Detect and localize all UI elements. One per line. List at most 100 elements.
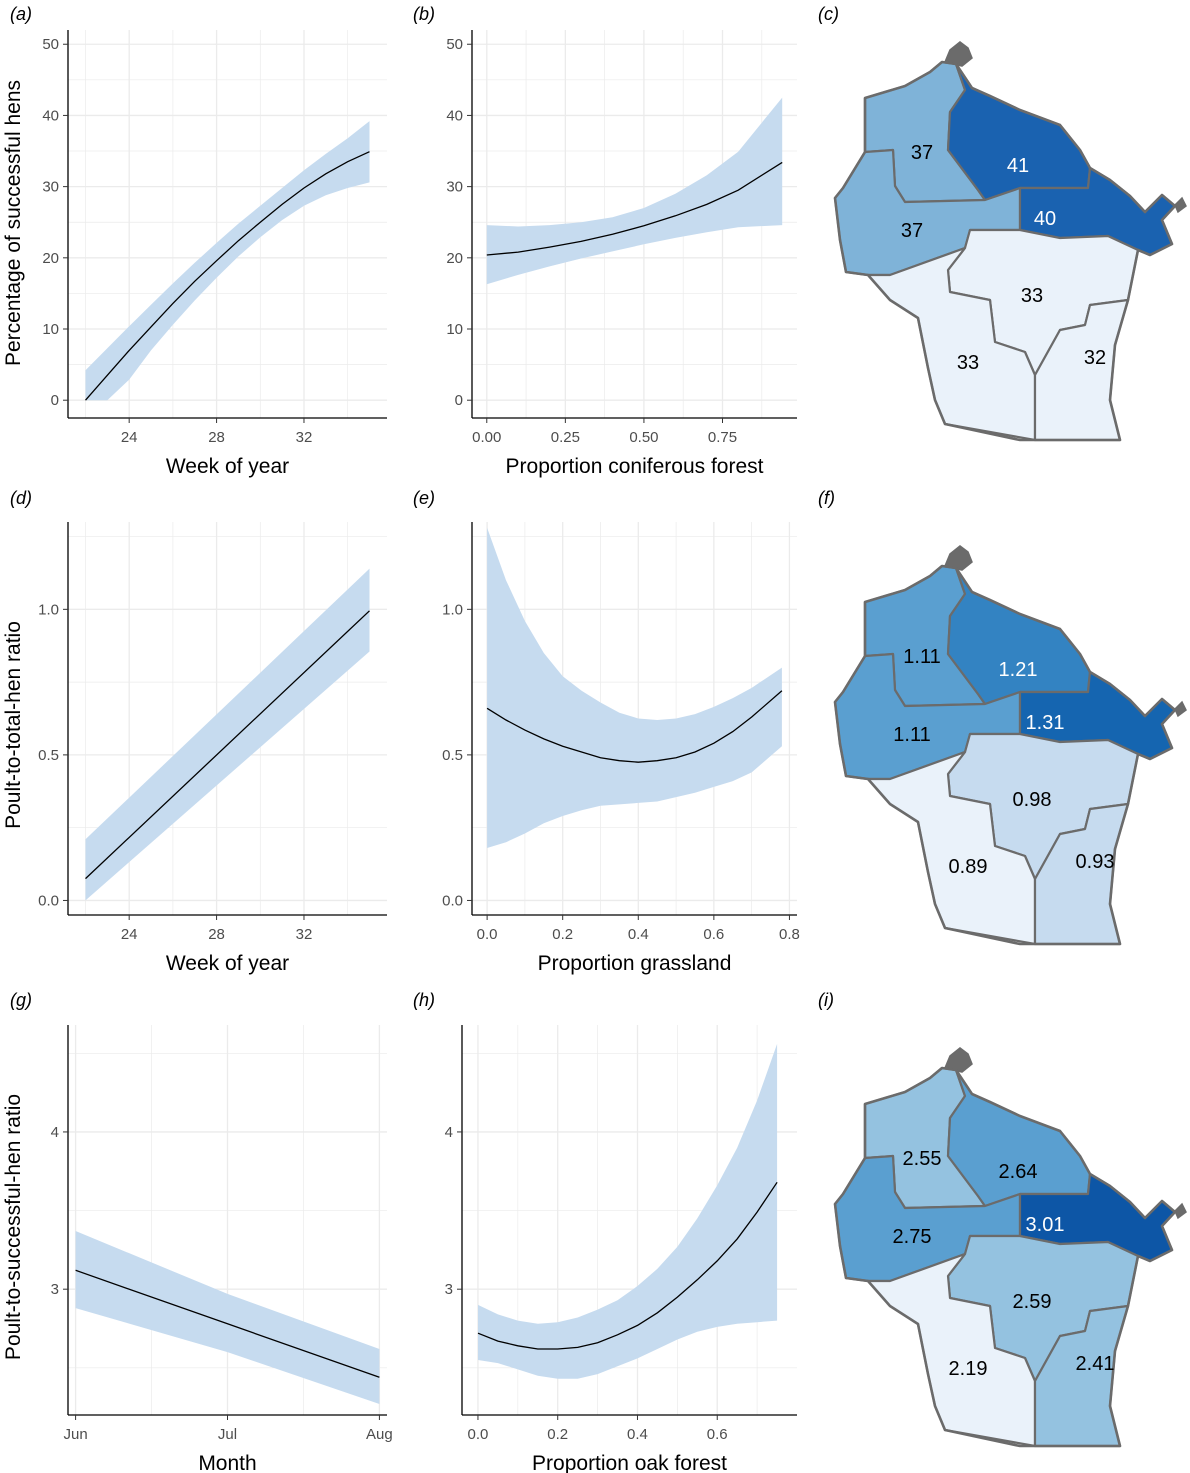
panel-b: (b) 0.00 0.25 0.50 0.75 0 10 20 30 40 50 Proportion… (413, 4, 797, 478)
y-tick-label: 30 (446, 179, 463, 196)
confidence-ribbon (478, 1043, 778, 1379)
map-value-label-northeast: 3.01 (1026, 1214, 1065, 1236)
fitted-line (486, 690, 783, 763)
x-tick-label: Aug (366, 1426, 393, 1443)
map-panel-c: (c) 37 41 37 40 33 33 32 (818, 4, 1187, 442)
y-tick-label: 10 (42, 321, 59, 338)
x-tick-label: 0.4 (627, 1426, 648, 1443)
fitted-line (75, 1269, 380, 1378)
map-value-label-west-central: 2.75 (893, 1226, 932, 1248)
map-value-label-north: 1.21 (999, 659, 1038, 681)
y-tick-label: 40 (42, 107, 59, 124)
y-tick-label: 0 (51, 392, 59, 409)
map-islands (943, 545, 1187, 718)
x-tick-label: 0.4 (628, 926, 649, 943)
fitted-line (477, 1181, 778, 1350)
y-tick-label: 20 (42, 250, 59, 267)
confidence-ribbon (75, 1231, 380, 1404)
x-axis-title: Proportion grassland (538, 952, 732, 975)
map-value-label-northwest: 37 (911, 142, 933, 164)
map-value-label-central: 0.98 (1013, 789, 1052, 811)
x-axis-title: Week of year (166, 455, 289, 478)
y-axis-title-row1: Percentage of successful hens (2, 80, 25, 366)
x-axis-title: Proportion coniferous forest (506, 455, 764, 478)
x-tick-label: 0.25 (551, 429, 580, 446)
y-tick-label: 50 (42, 36, 59, 53)
map-value-label-central: 33 (1021, 285, 1043, 307)
map-value-label-central: 2.59 (1013, 1291, 1052, 1313)
panel-label-g: (g) (10, 990, 32, 1010)
x-tick-label: 32 (296, 429, 313, 446)
x-axis-title: Proportion oak forest (532, 1452, 727, 1473)
map-value-label-southeast: 32 (1084, 347, 1106, 369)
map-state-outline (833, 1066, 1177, 1448)
x-tick-label: 0.0 (477, 926, 498, 943)
map-islands (943, 41, 1187, 214)
panel-e: (e) 0.0 0.2 0.4 0.6 0.8 0.0 0.5 1.0 Proportion gr… (413, 488, 800, 975)
y-tick-label: 0.0 (442, 892, 463, 909)
map-value-label-northwest: 2.55 (903, 1148, 942, 1170)
fitted-line (85, 151, 370, 401)
y-tick-label: 1.0 (38, 601, 59, 618)
map-state-outline (833, 60, 1177, 442)
x-tick-label: 32 (296, 926, 313, 943)
map-value-label-north: 41 (1007, 155, 1029, 177)
y-tick-label: 40 (446, 107, 463, 124)
map-value-label-northeast: 1.31 (1026, 712, 1065, 734)
confidence-ribbon (85, 121, 370, 401)
y-tick-label: 50 (446, 36, 463, 53)
y-tick-label: 0 (455, 392, 463, 409)
map-value-label-southwest: 0.89 (949, 856, 988, 878)
fitted-line (85, 610, 370, 880)
y-axis-title-row2: Poult-to-total-hen ratio (2, 621, 25, 829)
confidence-ribbon (85, 568, 370, 901)
map-value-label-west-central: 1.11 (893, 724, 930, 746)
panel-label-b: (b) (413, 4, 435, 24)
map-islands (943, 1047, 1187, 1220)
map-value-label-north: 2.64 (999, 1161, 1038, 1183)
y-tick-label: 4 (445, 1124, 453, 1141)
x-tick-label: 0.75 (708, 429, 737, 446)
panel-label-d: (d) (10, 488, 32, 508)
confidence-ribbon (486, 97, 783, 285)
y-tick-label: 3 (445, 1281, 453, 1298)
x-tick-label: 0.50 (629, 429, 658, 446)
x-tick-label: 0.2 (552, 926, 573, 943)
panel-d: (d) 24 28 32 0.0 0.5 1.0 Week of year (10, 488, 387, 975)
x-tick-label: 0.8 (779, 926, 800, 943)
panel-label-i: (i) (818, 990, 834, 1010)
x-axis-title: Week of year (166, 952, 289, 975)
x-tick-label: 0.2 (547, 1426, 568, 1443)
x-tick-label: Jul (218, 1426, 237, 1443)
y-tick-label: 3 (51, 1281, 59, 1298)
panel-a: (a) 24 28 32 0 10 20 30 40 50 Week of year (10, 4, 387, 478)
panel-g: (g) Jun Jul Aug 3 4 Month (10, 990, 393, 1473)
map-panel-i: (i) 2.55 2.64 2.75 3.01 2.59 2.19 2.41 (818, 990, 1187, 1448)
x-tick-label: 24 (121, 429, 138, 446)
x-axis-title: Month (198, 1452, 256, 1473)
panel-label-e: (e) (413, 488, 435, 508)
x-tick-label: 28 (208, 429, 225, 446)
map-state-outline (833, 564, 1177, 946)
map-panel-f: (f) 1.11 1.21 1.11 1.31 0.98 0.89 0.93 (818, 488, 1187, 946)
x-tick-label: 28 (208, 926, 225, 943)
confidence-ribbon (487, 527, 782, 848)
y-tick-label: 0.5 (38, 747, 59, 764)
y-tick-label: 0.5 (442, 747, 463, 764)
y-tick-label: 4 (51, 1124, 59, 1141)
fitted-line (486, 161, 783, 256)
x-tick-label: 0.00 (472, 429, 501, 446)
panel-label-h: (h) (413, 990, 435, 1010)
x-tick-label: 0.6 (703, 926, 724, 943)
map-value-label-northeast: 40 (1034, 208, 1056, 230)
x-tick-label: Jun (64, 1426, 88, 1443)
x-tick-label: 24 (121, 926, 138, 943)
x-tick-label: 0.6 (707, 1426, 728, 1443)
panel-label-c: (c) (818, 4, 839, 24)
y-tick-label: 30 (42, 179, 59, 196)
y-tick-label: 1.0 (442, 601, 463, 618)
map-value-label-west-central: 37 (901, 220, 923, 242)
panel-h: (h) 0.0 0.2 0.4 0.6 3 4 Proportion oak forest (413, 990, 797, 1473)
